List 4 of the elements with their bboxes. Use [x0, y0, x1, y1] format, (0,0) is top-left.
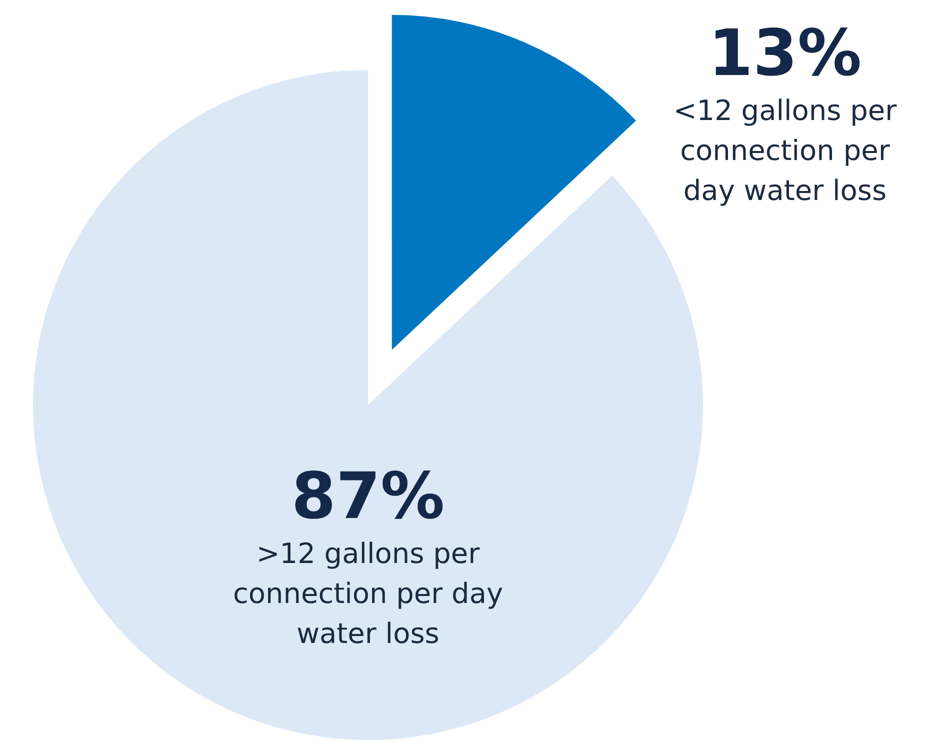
slice-label: <12 gallons per connection per day water loss — [673, 94, 898, 207]
slice-label: >12 gallons per connection per day water loss — [232, 537, 504, 650]
data-label: 87% — [291, 460, 445, 534]
data-label: 13% — [708, 17, 862, 91]
